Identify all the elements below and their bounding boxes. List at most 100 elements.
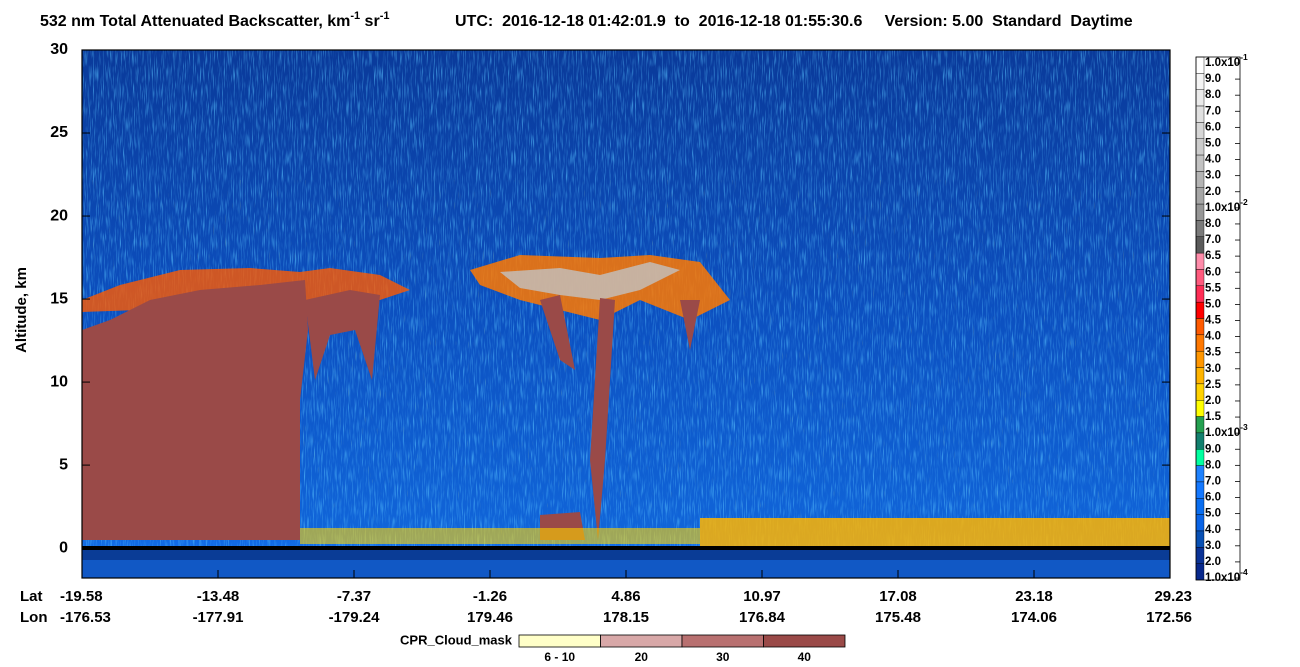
colorbar-swatch (1195, 400, 1205, 417)
colorbar-swatch (1195, 105, 1205, 123)
backscatter-image (82, 50, 1170, 578)
lat-tick-label: 17.08 (879, 588, 917, 605)
y-tick-label: 10 (50, 373, 68, 390)
cloud-mask-swatch (681, 634, 764, 648)
colorbar-label-exponent: -3 (1240, 422, 1248, 432)
title-part: -1 (350, 10, 360, 22)
colorbar-label: 5.0 (1205, 508, 1221, 520)
colorbar-swatch (1195, 481, 1205, 499)
colorbar-frame (1195, 56, 1241, 581)
colorbar-label: 1.0x10-2 (1205, 197, 1248, 214)
colorbar-label: 6.0 (1205, 492, 1221, 504)
colorbar-swatch (1195, 334, 1205, 352)
lat-tick-label: 4.86 (611, 588, 640, 605)
lon-tick-label: 174.06 (1011, 609, 1057, 626)
colorbar-label: 4.0 (1205, 524, 1221, 536)
surface-line (82, 546, 1170, 550)
colorbar-swatch (1195, 416, 1205, 434)
cloud-mask-label: 40 (798, 650, 812, 664)
lat-tick-label: -7.37 (337, 588, 371, 605)
colorbar-label: 2.5 (1205, 379, 1222, 391)
colorbar-label: 4.0 (1205, 154, 1221, 166)
y-tick-label: 25 (50, 124, 68, 141)
colorbar-label: 3.0 (1205, 540, 1221, 552)
colorbar-label: 5.0 (1205, 298, 1221, 310)
colorbar-swatch (1195, 547, 1205, 564)
colorbar-swatch (1195, 236, 1205, 254)
cloud-mask-region (540, 295, 700, 540)
colorbar-swatch (1195, 138, 1205, 156)
colorbar-label-exponent: -2 (1240, 197, 1248, 207)
colorbar-swatch (1195, 203, 1205, 221)
title-part: 532 nm Total Attenuated Backscatter, km (40, 13, 350, 30)
cloud-mask-region (82, 280, 308, 540)
lon-tick-label: -176.53 (60, 609, 111, 626)
cloud-mask-title: CPR_Cloud_mask (400, 632, 513, 647)
colorbar-label: 7.0 (1205, 105, 1221, 117)
colorbar-label: 4.0 (1205, 331, 1221, 343)
y-tick-label: 15 (50, 290, 68, 307)
colorbar-label: 7.0 (1205, 234, 1221, 246)
colorbar-swatch (1195, 220, 1205, 237)
colorbar-swatch (1195, 514, 1205, 532)
colorbar-swatch (1195, 498, 1205, 515)
colorbar-swatch (1195, 269, 1205, 287)
colorbar-swatch (1195, 122, 1205, 139)
lon-label: Lon (20, 609, 48, 626)
colorbar-swatch (1195, 171, 1205, 188)
boundary-layer (700, 518, 1170, 546)
chart-subtitle: UTC: 2016-12-18 01:42:01.9 to 2016-12-18… (455, 13, 1133, 30)
lon-tick-label: 179.46 (467, 609, 513, 626)
colorbar-label: 6.0 (1205, 121, 1221, 133)
cloud-mask-label: 6 - 10 (544, 650, 575, 664)
colorbar-label: 8.0 (1205, 218, 1221, 230)
colorbar-label: 9.0 (1205, 443, 1221, 455)
colorbar-swatch (1195, 367, 1205, 385)
colorbar-label-exponent: -1 (1240, 52, 1248, 62)
lon-tick-label: 172.56 (1146, 609, 1192, 626)
boundary-layer (300, 528, 700, 544)
colorbar-swatch (1195, 465, 1205, 483)
cloud-mask-swatch (600, 634, 683, 648)
lat-tick-label: 10.97 (743, 588, 781, 605)
y-axis-label: Altitude, km (13, 267, 30, 353)
colorbar-label-mantissa: 1.0x10 (1205, 427, 1240, 439)
y-tick-label: 0 (59, 539, 68, 556)
colorbar-swatch (1195, 89, 1205, 107)
colorbar-label: 8.0 (1205, 459, 1221, 471)
title-part: -1 (380, 10, 390, 22)
colorbar-label-mantissa: 1.0x10 (1205, 57, 1240, 69)
colorbar-label: 2.0 (1205, 186, 1221, 198)
colorbar-swatch (1195, 530, 1205, 548)
cloud-mask-label: 20 (635, 650, 649, 664)
cloud-mask-label: 30 (716, 650, 730, 664)
colorbar-label: 2.0 (1205, 556, 1221, 568)
colorbar-label: 5.5 (1205, 282, 1222, 294)
colorbar-label: 7.0 (1205, 475, 1221, 487)
chart-title: 532 nm Total Attenuated Backscatter, km-… (40, 10, 389, 30)
lon-tick-label: -177.91 (193, 609, 244, 626)
colorbar-label: 1.0x10-3 (1205, 422, 1248, 439)
cloud-mask-region (305, 290, 380, 380)
colorbar-swatch (1195, 383, 1205, 401)
colorbar-swatch (1195, 350, 1205, 368)
lon-tick-label: 176.84 (739, 609, 786, 626)
lat-label: Lat (20, 588, 43, 605)
colorbar-label: 2.0 (1205, 395, 1221, 407)
lat-tick-label: -13.48 (197, 588, 240, 605)
colorbar-label: 1.5 (1205, 411, 1222, 423)
colorbar-swatch (1195, 318, 1205, 336)
colorbar-swatch (1195, 563, 1205, 581)
colorbar-label: 3.0 (1205, 363, 1221, 375)
y-tick-label: 5 (59, 456, 68, 473)
colorbar-label: 5.0 (1205, 138, 1221, 150)
colorbar-label: 3.5 (1205, 347, 1222, 359)
lon-tick-label: 178.15 (603, 609, 649, 626)
lat-tick-label: -1.26 (473, 588, 507, 605)
lat-tick-label: 29.23 (1154, 588, 1192, 605)
colorbar-label: 1.0x10-1 (1205, 52, 1248, 69)
lon-tick-label: 175.48 (875, 609, 921, 626)
y-tick-label: 20 (50, 207, 68, 224)
colorbar-label-mantissa: 1.0x10 (1205, 572, 1240, 584)
